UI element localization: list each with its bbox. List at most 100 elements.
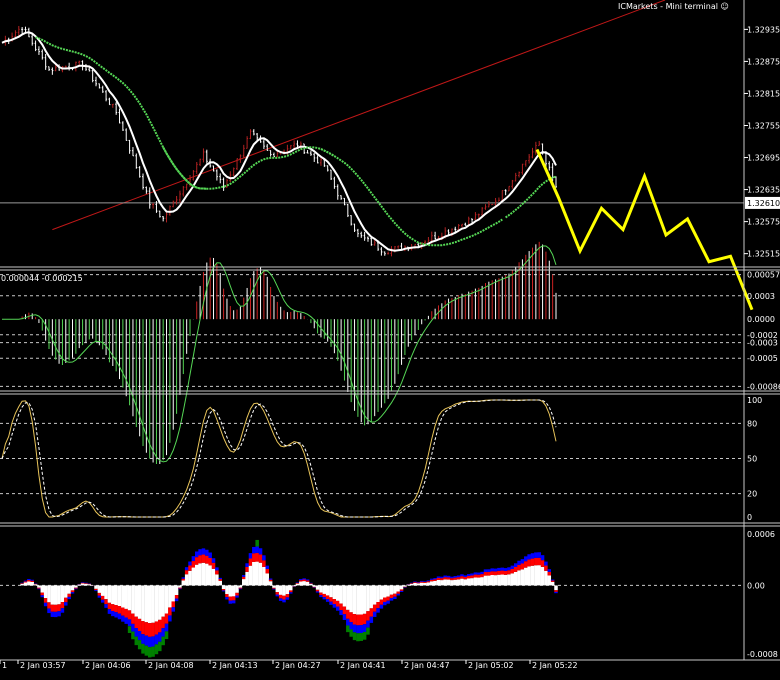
candle bbox=[31, 32, 34, 46]
candle bbox=[44, 53, 47, 70]
candle bbox=[175, 195, 178, 205]
candle bbox=[41, 49, 44, 60]
oscillator-tick-label: -0.0008 bbox=[747, 650, 778, 659]
candle bbox=[521, 163, 524, 175]
candle bbox=[319, 156, 322, 166]
candle bbox=[121, 121, 124, 131]
candle bbox=[336, 184, 339, 200]
price-panel bbox=[0, 0, 754, 311]
candle bbox=[165, 211, 168, 223]
macd-signal-line bbox=[2, 245, 557, 463]
candle bbox=[504, 189, 507, 196]
candle bbox=[538, 140, 541, 147]
candle bbox=[145, 186, 148, 194]
candle bbox=[373, 239, 376, 246]
candle bbox=[148, 187, 151, 209]
price-tick-label: 1.32515 bbox=[747, 250, 780, 259]
candle bbox=[487, 201, 490, 208]
candle bbox=[360, 231, 363, 238]
candle bbox=[105, 90, 108, 102]
price-tick-label: 1.32875 bbox=[747, 57, 780, 66]
macd-tick-label: 0.00057 bbox=[747, 271, 780, 280]
candle bbox=[370, 236, 373, 246]
candle bbox=[48, 66, 51, 72]
time-tick-label: 2 Jan 05:02 bbox=[468, 661, 514, 670]
candle bbox=[162, 216, 165, 222]
candle bbox=[95, 76, 98, 87]
candle bbox=[397, 245, 400, 249]
terminal-title: ICMarkets - Mini terminal ☺ bbox=[618, 2, 729, 11]
panel-frame bbox=[0, 0, 780, 661]
moving-average-slow bbox=[505, 175, 557, 219]
time-tick-label: 2 Jan 05:22 bbox=[532, 661, 578, 670]
candle bbox=[212, 165, 215, 172]
candle bbox=[380, 247, 383, 256]
candle bbox=[350, 215, 353, 226]
moving-average-fast bbox=[1, 31, 557, 252]
candle bbox=[118, 108, 121, 124]
candle bbox=[78, 60, 81, 66]
stochastic-tick-label: 0 bbox=[747, 513, 752, 522]
candle bbox=[219, 173, 222, 184]
price-axis: 1.32935 1.32875 1.32815 1.32755 1.32695 1.326… bbox=[744, 25, 780, 659]
candle bbox=[262, 139, 265, 149]
candle bbox=[464, 222, 467, 226]
time-tick-label: 2 Jan 04:47 bbox=[404, 661, 450, 670]
candle bbox=[239, 154, 242, 163]
candle bbox=[34, 40, 37, 52]
oscillator-tick-label: 0.0006 bbox=[747, 530, 775, 539]
candle bbox=[242, 144, 245, 159]
candle bbox=[21, 27, 24, 34]
candle bbox=[514, 172, 517, 182]
candle bbox=[101, 85, 104, 93]
candle bbox=[507, 185, 510, 192]
forecast-line bbox=[535, 148, 754, 311]
candle bbox=[108, 97, 111, 106]
candle bbox=[91, 69, 94, 83]
candle bbox=[524, 160, 527, 167]
candle bbox=[131, 147, 134, 157]
candle bbox=[353, 223, 356, 232]
macd-tick-label: -0.0003 bbox=[747, 339, 778, 348]
candle bbox=[168, 205, 171, 216]
candle bbox=[152, 202, 155, 209]
candle bbox=[518, 171, 521, 178]
candle bbox=[269, 149, 272, 157]
candle bbox=[427, 237, 430, 243]
current-price-box bbox=[745, 196, 780, 209]
macd-header: 0.000044 -0.000215 bbox=[1, 274, 83, 283]
moving-average-slow bbox=[162, 146, 335, 190]
stochastic-main-line bbox=[1, 399, 557, 518]
candle bbox=[363, 231, 366, 241]
price-tick-label: 1.32695 bbox=[747, 154, 780, 163]
candle bbox=[454, 226, 457, 232]
candle bbox=[205, 149, 208, 164]
candle bbox=[155, 201, 158, 213]
stochastic-signal-line bbox=[1, 399, 557, 518]
candle bbox=[477, 213, 480, 219]
candle bbox=[225, 178, 228, 188]
macd-tick-label: -0.0002 bbox=[747, 331, 778, 340]
time-axis: 1 2 Jan 03:57 2 Jan 04:06 2 Jan 04:08 2 Jan … bbox=[0, 660, 578, 670]
stochastic-tick-label: 100 bbox=[747, 396, 762, 405]
stochastic-tick-label: 80 bbox=[747, 419, 757, 428]
macd-tick-label: 0.0003 bbox=[747, 292, 775, 301]
time-tick-label: 2 Jan 04:06 bbox=[85, 661, 131, 670]
candle bbox=[125, 128, 128, 141]
candle bbox=[272, 152, 275, 158]
price-tick-label: 1.32815 bbox=[747, 89, 780, 98]
macd-panel bbox=[0, 241, 744, 465]
candle bbox=[306, 150, 309, 154]
candle bbox=[511, 179, 514, 189]
candle bbox=[115, 102, 118, 115]
current-price-label: 1.32610 bbox=[747, 199, 780, 208]
macd-tick-label: 0.0000 bbox=[747, 315, 775, 324]
candle bbox=[215, 169, 218, 181]
candle bbox=[142, 173, 145, 190]
candle bbox=[182, 186, 185, 197]
oscillator-panel bbox=[0, 539, 744, 658]
candle bbox=[172, 200, 175, 208]
moving-average-slow bbox=[320, 148, 503, 247]
price-tick-label: 1.32935 bbox=[747, 25, 780, 34]
